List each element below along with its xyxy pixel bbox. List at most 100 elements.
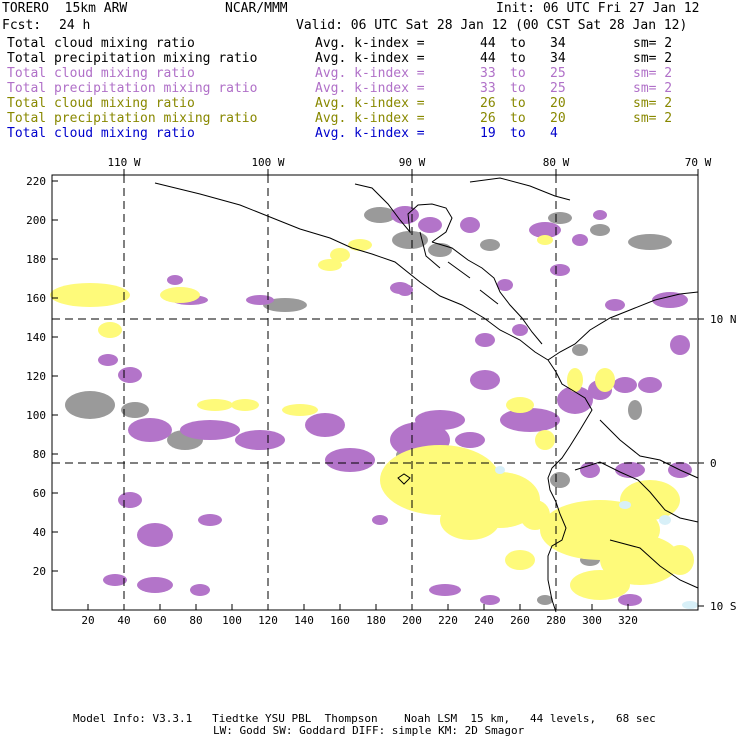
legend-row-5-to: 20 — [550, 96, 566, 111]
purple-cloud-patch — [572, 234, 588, 246]
x-tick-label: 320 — [618, 614, 638, 627]
x-tick-label: 40 — [117, 614, 130, 627]
purple-cloud-patch — [305, 413, 345, 437]
legend-row-5-field: Total cloud mixing ratio — [7, 96, 195, 111]
purple-cloud-patch — [137, 523, 173, 547]
lon-label: 70 W — [685, 156, 712, 169]
galapagos — [397, 473, 411, 485]
valid-time: Valid: 06 UTC Sat 28 Jan 12 (00 CST Sat … — [296, 18, 688, 33]
yellow-cloud-patch — [666, 545, 694, 575]
map-frame — [51, 174, 699, 611]
purple-cloud-patch — [372, 515, 388, 525]
legend-row-6-field: Total precipitation mixing ratio — [7, 111, 258, 126]
purple-cloud-patch — [180, 420, 240, 440]
x-tick-label: 20 — [81, 614, 94, 627]
lightblue-cloud-patch — [619, 501, 631, 509]
yellow-cloud-patch — [506, 397, 534, 413]
yellow-cloud-patch — [231, 399, 259, 411]
legend-row-5-idx-label: Avg. k-index = — [315, 96, 425, 111]
purple-cloud-patch — [652, 292, 688, 308]
y-tick-label: 140 — [26, 331, 46, 344]
yellow-cloud-patch — [537, 235, 553, 245]
gray-cloud-patch — [65, 391, 115, 419]
legend-row-4-to-word: to — [510, 81, 526, 96]
border-peru-brazil — [609, 539, 699, 589]
coastline-caribbean-central — [431, 241, 543, 345]
yellow-cloud-patch — [570, 570, 630, 600]
legend-row-2-idx-label: Avg. k-index = — [315, 51, 425, 66]
grid-lines — [52, 175, 698, 610]
legend-row-2-from: 44 — [480, 51, 496, 66]
gray-cloud-patch — [550, 472, 570, 488]
purple-cloud-patch — [455, 432, 485, 448]
gray-cloud-patch — [628, 234, 672, 250]
gray-cloud-patch — [572, 344, 588, 356]
yellow-cloud-patch — [440, 500, 500, 540]
legend-row-6-from: 26 — [480, 111, 496, 126]
legend-row-4-idx-label: Avg. k-index = — [315, 81, 425, 96]
purple-cloud-patch — [670, 335, 690, 355]
yellow-cloud-patch — [600, 535, 680, 585]
y-tick-label: 100 — [26, 409, 46, 422]
legend-row-7-to: 4 — [550, 126, 558, 141]
purple-cloud-patch — [512, 324, 528, 336]
legend-row-3-to-word: to — [510, 66, 526, 81]
purple-cloud-patch — [415, 410, 465, 430]
y-tick-label: 80 — [33, 448, 46, 461]
legend-row-2-sm: sm= 2 — [633, 51, 673, 66]
gray-cloud-patch — [480, 239, 500, 251]
gray-cloud-patch — [628, 400, 642, 420]
yellow-cloud-patch — [348, 239, 372, 251]
gray-cloud-patch — [548, 212, 572, 224]
purple-cloud-patch — [325, 448, 375, 472]
x-tick-label: 220 — [438, 614, 458, 627]
purple-cloud-patch — [167, 275, 183, 285]
border-colombia-brazil — [599, 419, 699, 479]
x-tick-label: 80 — [189, 614, 202, 627]
purple-cloud-patch — [246, 295, 274, 305]
gray-cloud-patch — [537, 595, 553, 605]
purple-cloud-patch — [470, 370, 500, 390]
yellow-cloud-patch — [595, 368, 615, 392]
purple-cloud-patch — [550, 264, 570, 276]
legend-row-7-to-word: to — [510, 126, 526, 141]
yellow-cloud-patch — [620, 480, 680, 520]
lightblue-cloud-patch — [495, 466, 505, 474]
legend-row-2-to: 34 — [550, 51, 566, 66]
org-label: NCAR/MMM — [225, 1, 288, 16]
y-tick-label: 60 — [33, 487, 46, 500]
purple-cloud-patch — [190, 584, 210, 596]
lon-label: 90 W — [399, 156, 426, 169]
purple-cloud-patch — [118, 492, 142, 508]
yellow-cloud-patch — [50, 283, 130, 307]
yellow-cloud-patch — [197, 399, 233, 411]
island-cuba — [469, 177, 571, 201]
legend-row-3-field: Total cloud mixing ratio — [7, 66, 195, 81]
legend-row-6-idx-label: Avg. k-index = — [315, 111, 425, 126]
legend-row-4-from: 33 — [480, 81, 496, 96]
purple-cloud-patch — [475, 333, 495, 347]
y-tick-label: 20 — [33, 565, 46, 578]
lon-label: 80 W — [543, 156, 570, 169]
legend-row-5-from: 26 — [480, 96, 496, 111]
purple-cloud-patch — [605, 299, 625, 311]
x-tick-label: 160 — [330, 614, 350, 627]
x-tick-label: 120 — [258, 614, 278, 627]
purple-cloud-patch — [198, 514, 222, 526]
legend-row-1-from: 44 — [480, 36, 496, 51]
x-tick-label: 180 — [366, 614, 386, 627]
purple-cloud-patch — [137, 577, 173, 593]
gray-cloud-patch — [428, 243, 452, 257]
legend-row-1-to: 34 — [550, 36, 566, 51]
x-tick-label: 260 — [510, 614, 530, 627]
legend-row-1-to-word: to — [510, 36, 526, 51]
legend-row-7-field: Total cloud mixing ratio — [7, 126, 195, 141]
legend-row-4-sm: sm= 2 — [633, 81, 673, 96]
legend-row-2-field: Total precipitation mixing ratio — [7, 51, 258, 66]
lightblue-cloud-patch — [659, 515, 671, 525]
coastline-yucatan — [354, 183, 453, 243]
purple-cloud-patch — [615, 462, 645, 478]
coastline-mexico-pacific — [154, 182, 549, 361]
gray-cloud-patch — [392, 231, 428, 249]
